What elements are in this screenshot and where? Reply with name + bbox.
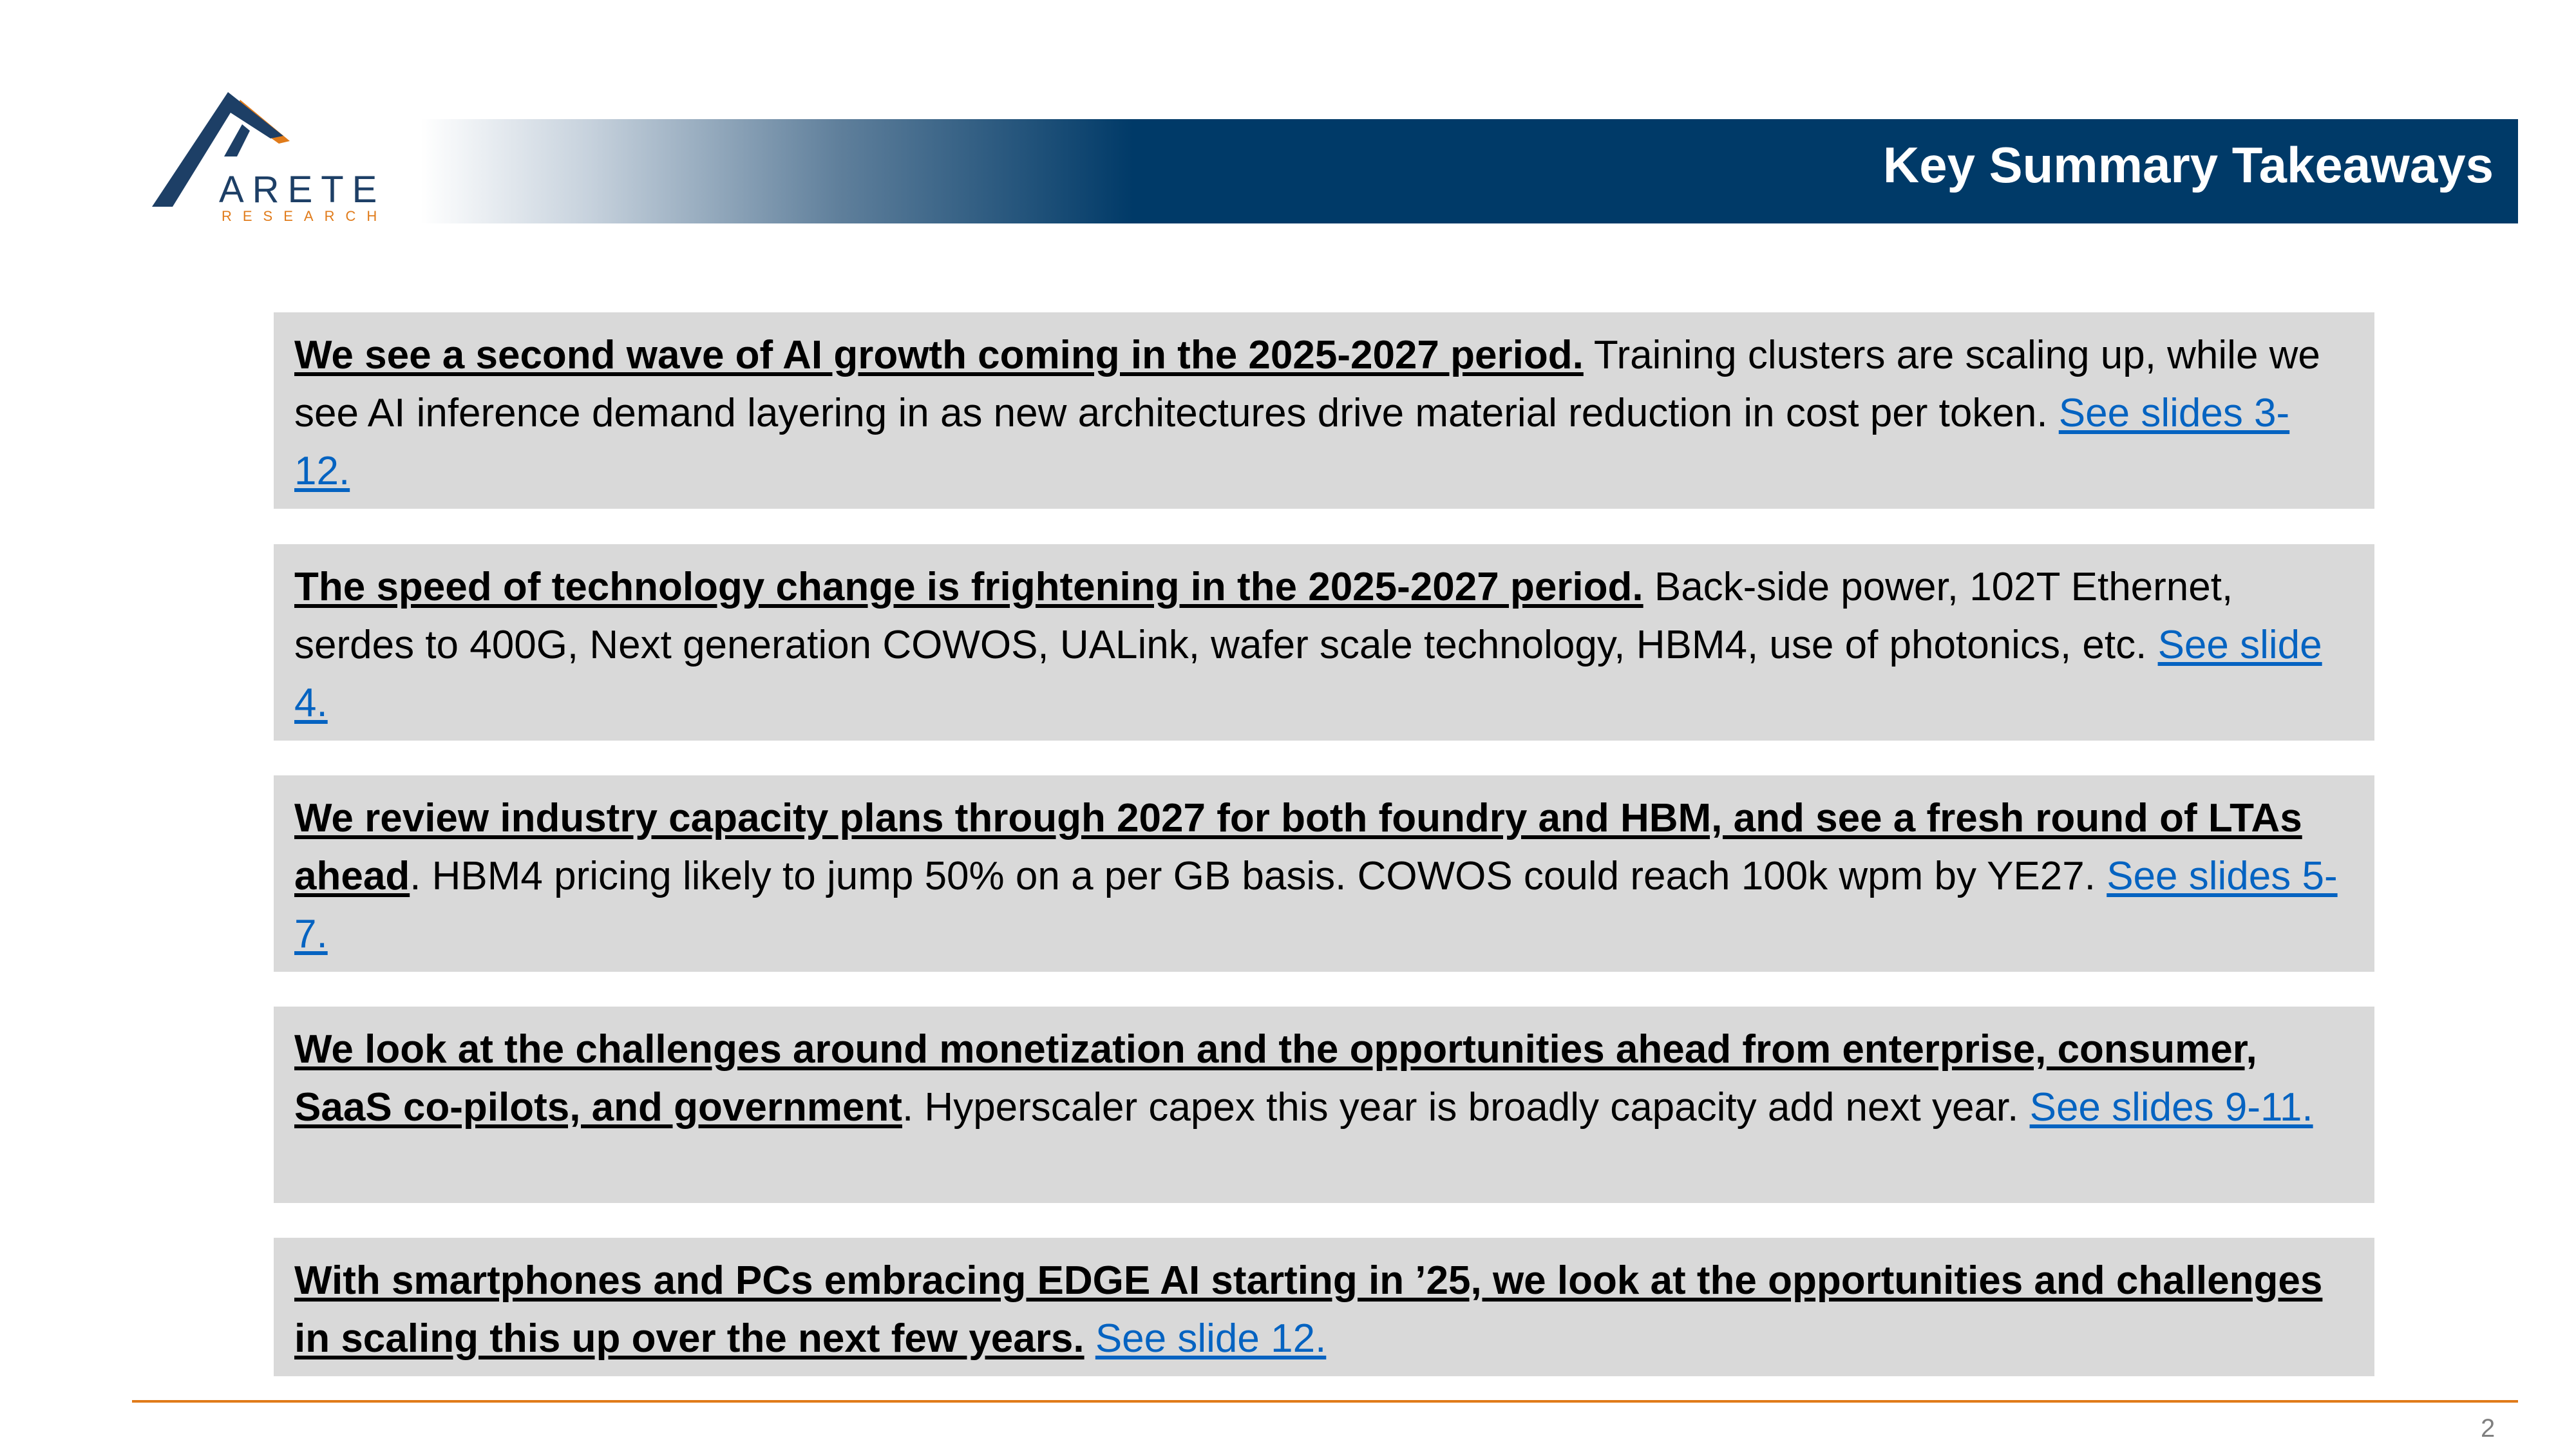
arete-research-logo: ARETE RESEARCH <box>147 86 404 227</box>
takeaway-box-1: We see a second wave of AI growth coming… <box>274 312 2374 509</box>
takeaway-box-2: The speed of technology change is fright… <box>274 544 2374 741</box>
takeaway-lead: With smartphones and PCs embracing EDGE … <box>294 1258 2323 1361</box>
slide-link[interactable]: See slides 5-7. <box>294 854 2338 956</box>
takeaway-body: Training clusters are scaling up, while … <box>294 333 2320 435</box>
takeaway-body: Back-side power, 102T Ethernet, serdes t… <box>294 565 2233 667</box>
slide-link[interactable]: See slide 12. <box>1095 1316 1327 1361</box>
footer-rule <box>132 1400 2518 1403</box>
logo-mountain-icon <box>152 92 290 207</box>
takeaway-body: . Hyperscaler capex this year is broadly… <box>902 1085 2030 1130</box>
page-title: Key Summary Takeaways <box>1882 137 2494 193</box>
slide-link[interactable]: See slides 3-12. <box>294 391 2290 493</box>
title-bar: Key Summary Takeaways <box>421 119 2518 223</box>
takeaway-lead: The speed of technology change is fright… <box>294 565 1643 609</box>
takeaway-box-3: We review industry capacity plans throug… <box>274 775 2374 972</box>
takeaway-body <box>1084 1316 1095 1361</box>
slide-link[interactable]: See slides 9-11. <box>2029 1085 2313 1130</box>
takeaway-box-5: With smartphones and PCs embracing EDGE … <box>274 1238 2374 1376</box>
logo-wordmark: ARETE <box>219 169 386 211</box>
takeaway-body: . HBM4 pricing likely to jump 50% on a p… <box>410 854 2107 898</box>
takeaway-box-4: We look at the challenges around monetiz… <box>274 1007 2374 1203</box>
page-number: 2 <box>2481 1414 2496 1443</box>
takeaway-lead: We see a second wave of AI growth coming… <box>294 333 1584 377</box>
slide-link[interactable]: See slide 4. <box>294 623 2322 725</box>
takeaway-lead: We look at the challenges around monetiz… <box>294 1027 2257 1130</box>
logo-subtitle: RESEARCH <box>222 208 388 224</box>
takeaway-lead: We review industry capacity plans throug… <box>294 796 2302 898</box>
